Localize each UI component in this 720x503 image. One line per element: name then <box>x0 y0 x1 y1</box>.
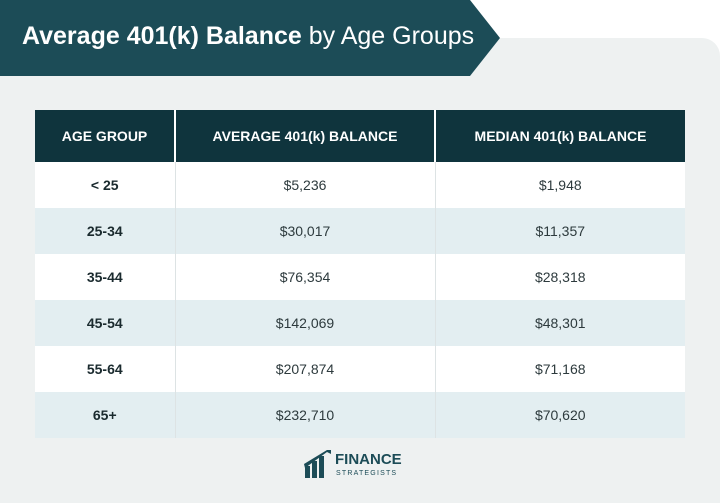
balance-cell: $5,236 <box>174 162 435 208</box>
age-group-cell: 25-34 <box>35 208 175 254</box>
balance-cell: $30,017 <box>174 208 435 254</box>
table-row: 45-54 $142,069 $48,301 <box>35 300 685 346</box>
balance-cell: $48,301 <box>434 300 685 346</box>
balance-table: AGE GROUP AVERAGE 401(k) BALANCE MEDIAN … <box>35 110 685 438</box>
logo-icon <box>304 450 331 478</box>
header-cell: AVERAGE 401(k) BALANCE <box>174 110 435 162</box>
table-row: 25-34 $30,017 $11,357 <box>35 208 685 254</box>
table-row: 35-44 $76,354 $28,318 <box>35 254 685 300</box>
title: Average 401(k) Balance by Age Groups <box>22 22 474 51</box>
balance-cell: $70,620 <box>434 392 685 438</box>
table-body: < 25 $5,236 $1,948 25-34 $30,017 $11,357 35-44… <box>35 162 685 438</box>
balance-cell: $28,318 <box>434 254 685 300</box>
age-group-cell: 65+ <box>35 392 175 438</box>
header-cell: AGE GROUP <box>35 110 175 162</box>
balance-cell: $142,069 <box>174 300 435 346</box>
logo-tagline: STRATEGISTS <box>336 470 397 477</box>
table-row: 55-64 $207,874 $71,168 <box>35 346 685 392</box>
table-row: 65+ $232,710 $70,620 <box>35 392 685 438</box>
header-row: AGE GROUP AVERAGE 401(k) BALANCE MEDIAN … <box>35 110 685 162</box>
age-group-cell: < 25 <box>35 162 175 208</box>
age-group-cell: 45-54 <box>35 300 175 346</box>
table-row: < 25 $5,236 $1,948 <box>35 162 685 208</box>
title-rest: by Age Groups <box>308 22 475 50</box>
banner-shape <box>0 0 500 76</box>
balance-cell: $207,874 <box>174 346 435 392</box>
age-group-cell: 55-64 <box>35 346 175 392</box>
logo-name: FINANCE <box>335 451 402 468</box>
balance-cell: $232,710 <box>174 392 435 438</box>
balance-cell: $76,354 <box>174 254 435 300</box>
age-group-cell: 35-44 <box>35 254 175 300</box>
title-bold: Average 401(k) Balance <box>22 22 302 50</box>
balance-cell: $11,357 <box>434 208 685 254</box>
header-cell: MEDIAN 401(k) BALANCE <box>434 110 685 162</box>
balance-cell: $71,168 <box>434 346 685 392</box>
balance-cell: $1,948 <box>434 162 685 208</box>
logo: FINANCE STRATEGISTS <box>304 450 402 478</box>
title-banner <box>0 0 500 76</box>
